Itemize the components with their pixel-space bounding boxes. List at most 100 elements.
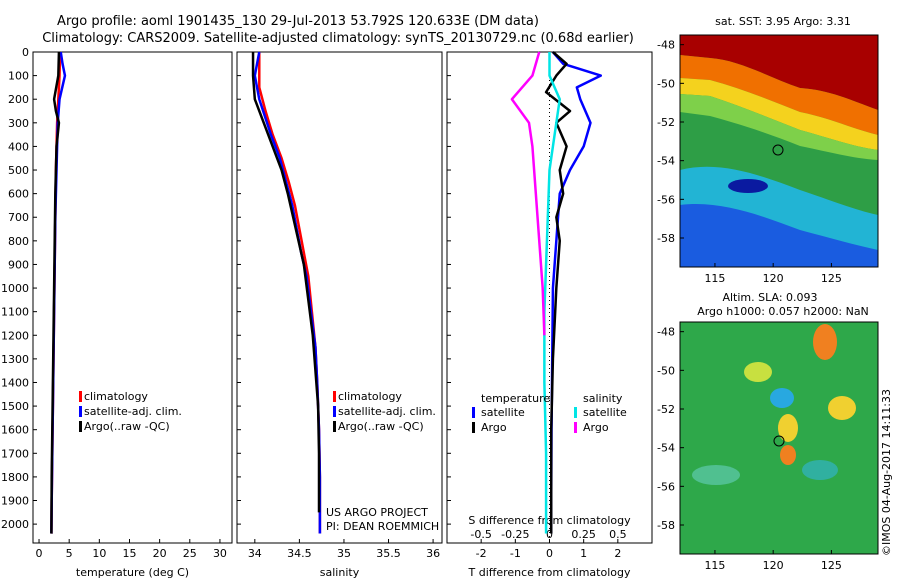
temp-x-tick-label: 25 xyxy=(183,547,197,560)
map-lon-tick-label: 125 xyxy=(821,272,842,285)
sal-x-tick-label: 34 xyxy=(248,547,262,560)
sal-legend-swatch xyxy=(333,406,336,417)
sla-anomaly-low-1 xyxy=(770,388,794,408)
sal-legend-swatch xyxy=(333,421,336,432)
map-lat-tick-label: -48 xyxy=(657,39,675,52)
sla-anomaly-high-2 xyxy=(778,414,798,442)
diff-legend-salinity-title: salinity xyxy=(583,392,623,405)
sal-legend-entry: climatology xyxy=(338,390,402,403)
map-lat-tick-label: -50 xyxy=(657,364,675,377)
diff-legend-swatch xyxy=(574,422,577,433)
depth-tick-label: 400 xyxy=(8,140,29,153)
diff-series-line xyxy=(549,51,602,534)
sal-x-axis-label: salinity xyxy=(320,566,360,579)
depth-tick-label: 0 xyxy=(22,46,29,59)
sst-cool-band-lightgreen xyxy=(680,94,878,160)
diff-x-tick-label: -2 xyxy=(476,547,487,560)
sst-argo-marker xyxy=(772,144,784,156)
map-lat-tick-label: -52 xyxy=(657,116,675,129)
map-lat-tick-label: -54 xyxy=(657,442,675,455)
diff-axes-frame xyxy=(446,51,653,544)
sla-map-title-line1: Altim. SLA: 0.093 xyxy=(722,291,817,304)
sla-map-title-line2: Argo h1000: 0.057 h2000: NaN xyxy=(697,305,869,318)
temp-series-line xyxy=(50,51,61,534)
temp-legend-entry: climatology xyxy=(84,390,148,403)
map-lat-tick-label: -58 xyxy=(657,232,675,245)
sst-map-axes: 115 120 125 -48 -50 -52 -54 -56 -58 xyxy=(657,39,842,285)
sal-series-line xyxy=(251,52,321,513)
diff-s-tick-label: 0.5 xyxy=(609,528,627,541)
temp-x-tick-label: 20 xyxy=(153,547,167,560)
diff-series-line xyxy=(543,52,561,534)
map-lat-tick-label: -56 xyxy=(657,480,675,493)
diff-x-axis-label: T difference from climatology xyxy=(468,566,631,579)
diff-legend-swatch xyxy=(574,407,577,418)
map-lat-tick-label: -48 xyxy=(657,326,675,339)
depth-tick-label: 1000 xyxy=(1,282,29,295)
depth-tick-label: 200 xyxy=(8,93,29,106)
figure-title-line1: Argo profile: aoml 1901435_130 29-Jul-20… xyxy=(57,14,539,29)
diff-x-tick-label: 0 xyxy=(546,547,553,560)
map-lat-tick-label: -58 xyxy=(657,519,675,532)
map-lon-tick-label: 120 xyxy=(763,559,784,572)
temp-x-tick-label: 0 xyxy=(36,547,43,560)
sal-legend-entry: satellite-adj. clim. xyxy=(338,405,436,418)
salinity-panel: 34 34.5 35 35.5 36 salinity climatology satelli… xyxy=(236,51,443,579)
sst-cold-patch xyxy=(728,179,768,193)
diff-s-tick-label: -0.5 xyxy=(470,528,491,541)
diff-legend-entry: satellite xyxy=(481,406,525,419)
depth-tick-label: 1600 xyxy=(1,424,29,437)
temp-legend-swatch xyxy=(79,391,82,402)
map-lat-tick-label: -50 xyxy=(657,77,675,90)
depth-tick-label: 2000 xyxy=(1,518,29,531)
diff-legend-swatch xyxy=(472,422,475,433)
diff-s-tick-label: 0 xyxy=(546,528,553,541)
sla-map-background xyxy=(680,322,878,554)
sst-map-frame xyxy=(679,34,879,268)
temp-x-tick-label: 30 xyxy=(213,547,227,560)
diff-legend-temperature-title: temperature xyxy=(481,392,550,405)
sst-map-title: sat. SST: 3.95 Argo: 3.31 xyxy=(715,15,851,28)
diff-x-tick-label: -1 xyxy=(510,547,521,560)
depth-tick-label: 1500 xyxy=(1,400,29,413)
salinity-annotation: PI: DEAN ROEMMICH xyxy=(326,520,439,533)
depth-tick-label: 1300 xyxy=(1,353,29,366)
sla-map xyxy=(680,322,878,554)
sst-warm-band-orange xyxy=(680,55,878,135)
temp-legend-entry: satellite-adj. clim. xyxy=(84,405,182,418)
sla-anomaly-high-4 xyxy=(744,362,772,382)
sst-cold-band-blue xyxy=(680,204,878,267)
diff-s-tick-label: -0.25 xyxy=(501,528,529,541)
salinity-annotation: US ARGO PROJECT xyxy=(326,506,428,519)
depth-tick-label: 1400 xyxy=(1,376,29,389)
temp-axes-frame xyxy=(32,51,233,544)
depth-tick-label: 800 xyxy=(8,235,29,248)
depth-tick-label: 500 xyxy=(8,164,29,177)
depth-tick-label: 700 xyxy=(8,211,29,224)
sal-x-tick-label: 34.5 xyxy=(287,547,312,560)
sla-anomaly-low-3 xyxy=(802,460,838,480)
map-lon-tick-label: 125 xyxy=(821,559,842,572)
depth-tick-label: 1900 xyxy=(1,495,29,508)
diff-x-tick-label: 1 xyxy=(580,547,587,560)
map-lat-tick-label: -54 xyxy=(657,155,675,168)
sst-warm-band-red xyxy=(680,35,878,110)
depth-tick-label: 600 xyxy=(8,188,29,201)
diff-x-tick-label: 2 xyxy=(614,547,621,560)
map-lat-tick-label: -56 xyxy=(657,193,675,206)
sal-axes-frame xyxy=(236,51,443,544)
sst-warm-band-yellow xyxy=(680,78,878,150)
sla-anomaly-high-5 xyxy=(780,445,796,465)
depth-tick-label: 900 xyxy=(8,258,29,271)
map-lon-tick-label: 120 xyxy=(763,272,784,285)
diff-legend-entry: Argo xyxy=(481,421,507,434)
temperature-panel: 0100200300400500600700800900100011001200… xyxy=(1,46,233,579)
diff-legend-entry: Argo xyxy=(583,421,609,434)
sal-legend-entry: Argo(..raw -QC) xyxy=(338,420,424,433)
diff-legend-entry: satellite xyxy=(583,406,627,419)
sla-map-frame xyxy=(679,321,879,555)
figure-title-line2: Climatology: CARS2009. Satellite-adjuste… xyxy=(42,31,634,46)
